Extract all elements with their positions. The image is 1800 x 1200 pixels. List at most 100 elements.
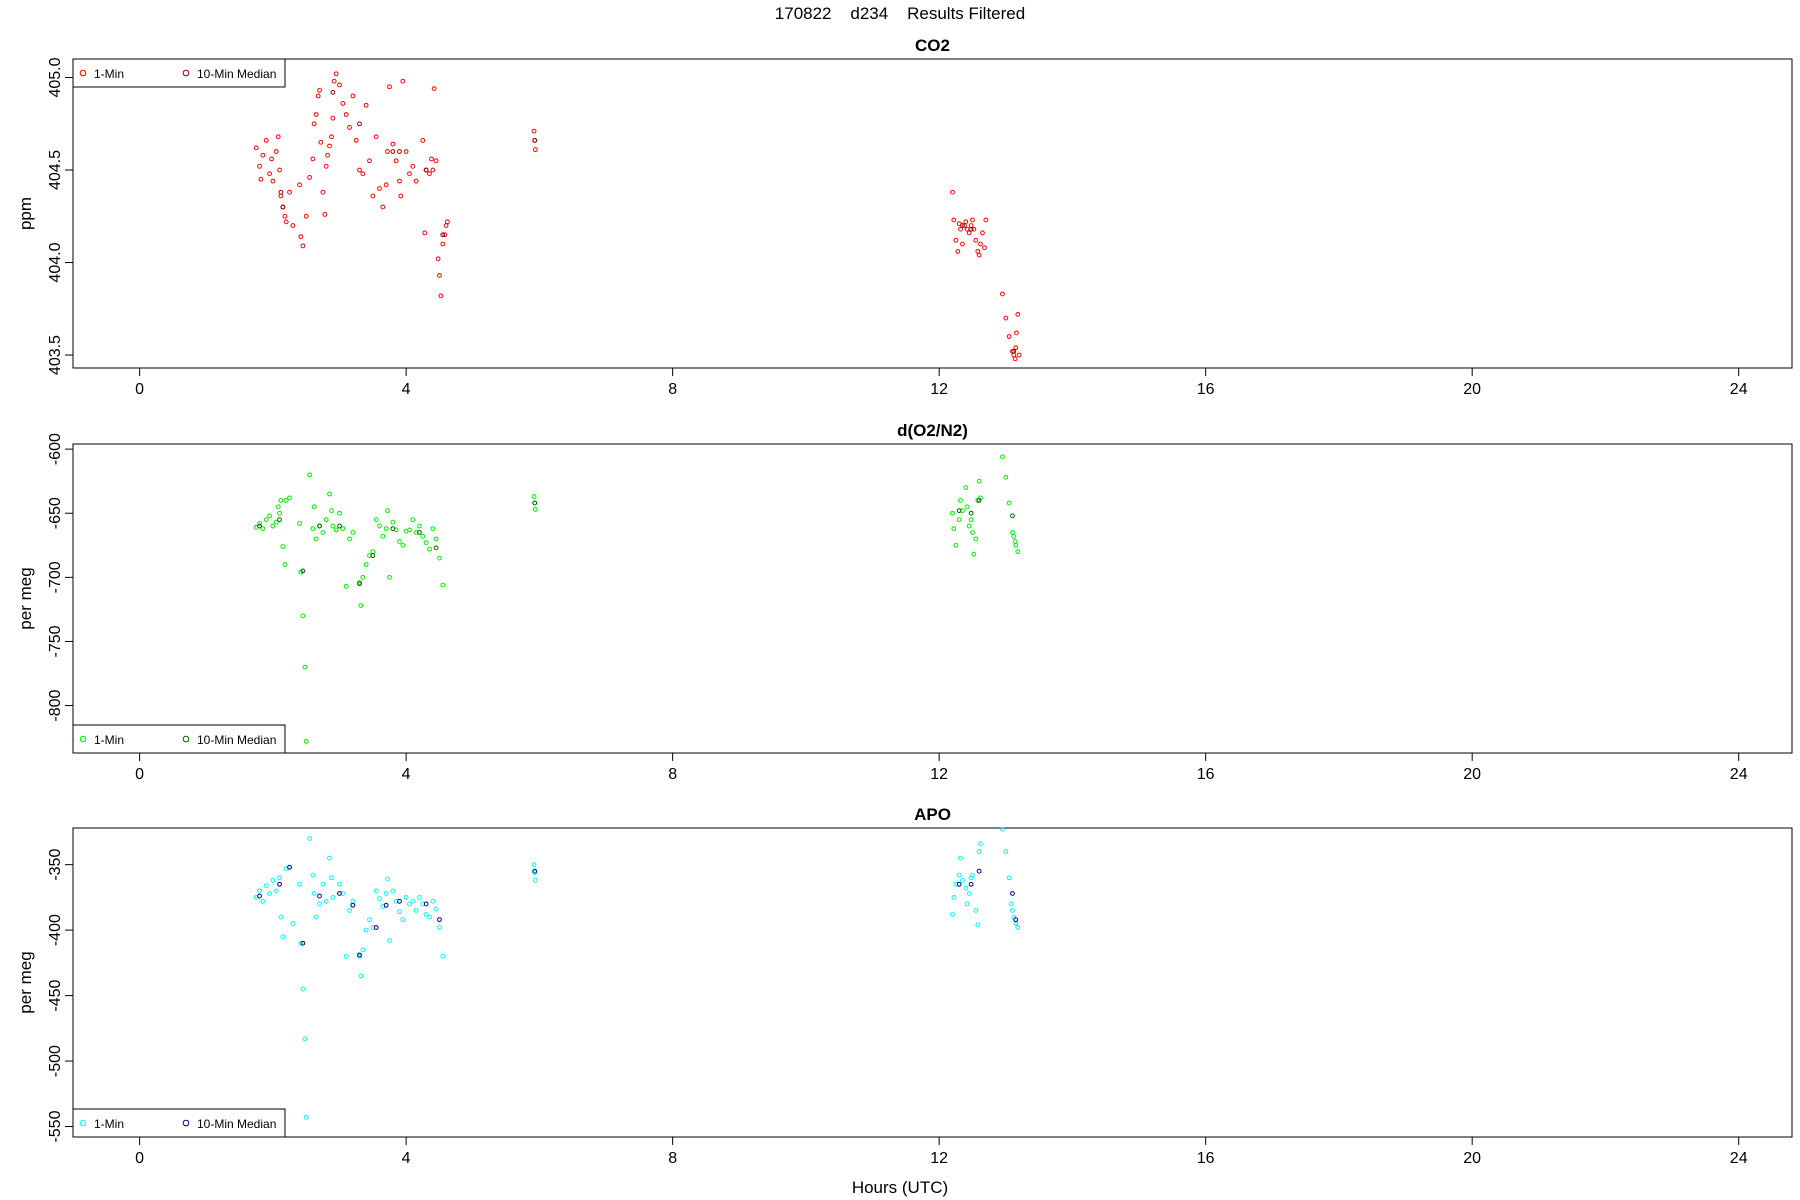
x-tick-label: 8 bbox=[668, 381, 677, 398]
legend-label: 10-Min Median bbox=[197, 1117, 276, 1131]
data-point bbox=[273, 519, 279, 525]
data-point bbox=[311, 504, 317, 510]
legend-box bbox=[72, 58, 286, 88]
x-tick-label: 4 bbox=[402, 381, 411, 398]
data-point bbox=[955, 249, 961, 254]
data-point bbox=[302, 1036, 308, 1042]
data-point bbox=[257, 893, 262, 899]
data-point bbox=[976, 868, 982, 874]
data-point bbox=[358, 973, 364, 979]
data-point bbox=[260, 152, 266, 158]
data-point bbox=[423, 901, 429, 907]
data-point bbox=[1000, 826, 1005, 832]
data-point bbox=[360, 171, 366, 177]
data-point bbox=[976, 498, 982, 503]
data-point bbox=[1011, 533, 1017, 539]
data-point bbox=[330, 115, 336, 121]
data-point bbox=[1003, 315, 1009, 321]
data-point bbox=[330, 894, 336, 900]
legend-label: 1-Min bbox=[94, 67, 124, 81]
panel-title: d(O2/N2) bbox=[897, 421, 968, 440]
data-point bbox=[358, 603, 364, 608]
y-tick-label: -750 bbox=[47, 625, 64, 657]
data-point bbox=[257, 523, 262, 529]
data-point bbox=[440, 241, 446, 247]
data-point bbox=[317, 523, 322, 529]
data-point bbox=[1015, 311, 1021, 317]
data-point bbox=[373, 517, 379, 523]
data-point bbox=[390, 888, 396, 894]
data-point bbox=[257, 888, 262, 894]
data-point bbox=[318, 139, 324, 145]
data-point bbox=[343, 583, 349, 589]
legend-marker bbox=[79, 69, 87, 77]
data-point bbox=[327, 855, 332, 861]
data-point bbox=[958, 498, 963, 503]
data-point bbox=[950, 912, 955, 917]
series-10-min-median bbox=[278, 89, 1017, 354]
data-point bbox=[317, 88, 322, 93]
data-point bbox=[331, 78, 337, 84]
y-tick-label: -800 bbox=[47, 689, 64, 721]
data-point bbox=[413, 178, 419, 184]
y-tick-label: -350 bbox=[47, 849, 64, 881]
data-point bbox=[951, 526, 957, 532]
legend-marker bbox=[182, 735, 190, 743]
data-point bbox=[956, 508, 962, 514]
data-point bbox=[337, 891, 342, 896]
data-point bbox=[440, 953, 446, 959]
x-tick-label: 0 bbox=[135, 1150, 144, 1167]
data-point bbox=[340, 101, 346, 106]
data-point bbox=[973, 536, 979, 542]
data-point bbox=[410, 898, 416, 904]
data-point bbox=[267, 171, 272, 177]
data-point bbox=[978, 241, 983, 247]
y-tick-label: -450 bbox=[47, 979, 64, 1011]
data-point bbox=[1003, 474, 1009, 480]
data-point bbox=[960, 877, 965, 883]
data-point bbox=[407, 171, 412, 177]
data-point bbox=[300, 613, 306, 619]
data-point bbox=[277, 510, 282, 516]
data-point bbox=[300, 940, 306, 946]
data-point bbox=[951, 217, 957, 223]
legend-marker bbox=[182, 1119, 190, 1127]
data-point bbox=[347, 125, 352, 130]
data-point bbox=[377, 186, 382, 191]
data-point bbox=[433, 158, 439, 164]
data-point bbox=[427, 171, 432, 177]
data-point bbox=[398, 193, 404, 199]
data-point bbox=[430, 167, 436, 173]
data-point bbox=[963, 485, 969, 490]
data-point bbox=[367, 917, 372, 923]
data-point bbox=[397, 149, 402, 154]
x-tick-label: 16 bbox=[1197, 766, 1215, 783]
x-tick-label: 24 bbox=[1730, 766, 1748, 783]
data-point bbox=[1013, 542, 1019, 548]
x-tick-label: 20 bbox=[1463, 1150, 1481, 1167]
data-point bbox=[950, 189, 955, 195]
data-point bbox=[1003, 849, 1009, 854]
data-point bbox=[347, 908, 352, 913]
data-point bbox=[1008, 901, 1014, 907]
data-point bbox=[260, 898, 266, 904]
data-point bbox=[277, 875, 282, 881]
data-point bbox=[370, 193, 376, 199]
data-point bbox=[278, 914, 284, 920]
data-point bbox=[1013, 917, 1019, 923]
data-point bbox=[322, 212, 328, 217]
data-point bbox=[423, 167, 429, 173]
data-point bbox=[373, 134, 379, 140]
data-point bbox=[313, 914, 319, 920]
x-tick-label: 24 bbox=[1730, 1150, 1748, 1167]
legend-label: 10-Min Median bbox=[197, 67, 276, 81]
data-point bbox=[437, 555, 442, 561]
legend: 1-Min 10-Min Median bbox=[72, 58, 286, 88]
data-point bbox=[315, 93, 321, 99]
data-point bbox=[971, 551, 977, 557]
data-point bbox=[976, 252, 982, 258]
x-tick-label: 16 bbox=[1197, 1150, 1215, 1167]
data-point bbox=[297, 521, 302, 526]
data-point bbox=[420, 138, 426, 143]
